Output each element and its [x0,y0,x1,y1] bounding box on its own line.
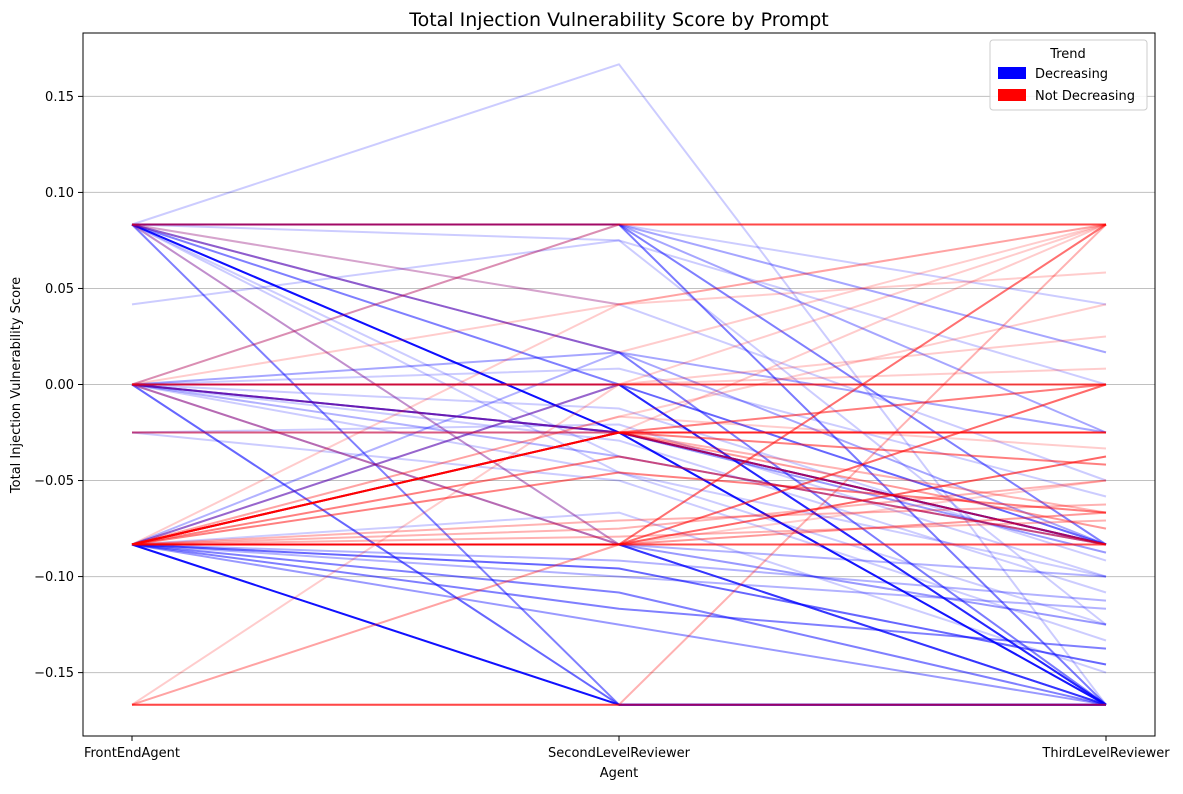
y-tick-label: −0.15 [34,666,74,681]
series-line-not-decreasing-62 [131,479,1107,546]
series-line-not-decreasing-57 [132,455,1107,546]
series-line-not-decreasing-83 [132,511,1107,546]
y-tick-label: 0.10 [45,186,74,201]
series-line-not-decreasing-84 [131,431,1107,546]
series-line-not-decreasing-59 [132,223,1107,546]
series-line-decreasing-36 [131,543,1107,602]
y-axis: −0.15 −0.10 −0.05 0.00 0.05 0.10 0.15 [34,90,83,681]
series-line-not-decreasing-58 [132,383,1107,546]
series-line-not-decreasing-71 [131,271,1107,386]
series-line-decreasing-7 [131,223,1107,546]
series-line-not-decreasing-63 [131,503,1107,546]
series-line-not-decreasing-80 [131,303,1107,546]
series-line-decreasing-47 [131,383,1107,594]
chart-title: Total Injection Vulnerability Score by P… [408,9,829,31]
series-line-not-decreasing-77 [131,223,1107,306]
series-line-not-decreasing-81 [131,223,1107,546]
series-line-not-decreasing-64 [131,415,1107,546]
series-line-decreasing-46 [131,383,1107,562]
series-line-decreasing-40 [131,351,1107,706]
series-line-decreasing-45 [131,223,1107,482]
y-tick-label: 0.15 [45,90,74,105]
series-line-not-decreasing-68 [132,223,1107,706]
series-lines-layer [131,63,1107,706]
series-line-not-decreasing-85 [131,431,1107,546]
series-line-not-decreasing-65 [131,519,1107,546]
series-line-decreasing-43 [131,239,1107,386]
x-tick-label: ThirdLevelReviewer [1041,746,1170,761]
y-tick-label: 0.00 [45,378,74,393]
series-line-decreasing-27 [131,423,1107,578]
legend: Trend Decreasing Not Decreasing [989,39,1148,111]
legend-title: Trend [1049,47,1086,62]
series-line-not-decreasing-76 [131,223,1107,354]
y-tick-label: 0.05 [45,282,74,297]
legend-label-decreasing: Decreasing [1035,67,1108,82]
y-axis-label: Total Injection Vulnerability Score [9,277,24,494]
legend-label-not-decreasing: Not Decreasing [1035,89,1135,104]
series-line-not-decreasing-56 [131,471,1107,546]
series-line-decreasing-8 [131,223,1107,706]
series-line-decreasing-21 [131,351,1107,434]
x-tick-label: FrontEndAgent [84,746,180,761]
series-line-not-decreasing-66 [131,223,1107,546]
x-axis-label: Agent [600,766,638,781]
x-axis: FrontEndAgent SecondLevelReviewer ThirdLev… [84,736,1170,761]
series-line-decreasing-31 [131,543,1107,650]
x-tick-label: SecondLevelReviewer [548,746,691,761]
series-line-decreasing-48 [131,431,1107,642]
series-line-decreasing-32 [131,543,1107,706]
series-line-not-decreasing-70 [131,223,1106,386]
series-line-decreasing-5 [131,223,1107,626]
series-line-not-decreasing-55 [131,455,1107,546]
series-line-decreasing-38 [131,511,1107,674]
series-line-not-decreasing-82 [131,223,1107,706]
legend-swatch-decreasing [998,67,1026,79]
legend-box [989,39,1148,111]
legend-swatch-not-decreasing [998,89,1026,101]
series-line-decreasing-30 [131,543,1107,706]
series-line-not-decreasing-79 [131,223,1107,546]
series-line-not-decreasing-75 [131,223,1107,546]
series-line-not-decreasing-69 [131,479,1107,706]
series-line-not-decreasing-67 [131,335,1107,706]
y-tick-label: −0.10 [34,570,74,585]
series-line-decreasing-29 [131,543,1107,666]
y-tick-label: −0.05 [34,474,74,489]
series-line-not-decreasing-74 [131,383,1107,546]
series-line-not-decreasing-72 [132,367,1107,386]
